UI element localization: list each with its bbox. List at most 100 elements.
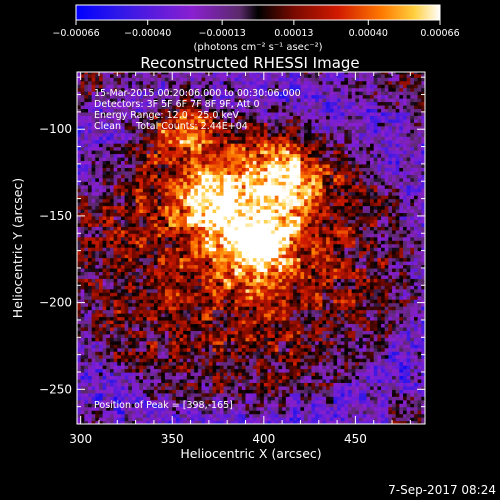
heatmap-cell xyxy=(179,392,184,397)
heatmap-cell xyxy=(172,302,177,307)
heatmap-cell xyxy=(84,261,89,266)
heatmap-cell xyxy=(227,153,232,158)
heatmap-cell xyxy=(117,302,122,307)
heatmap-cell xyxy=(98,340,104,345)
heatmap-cell xyxy=(106,160,111,165)
heatmap-cell xyxy=(124,80,129,85)
heatmap-cell xyxy=(80,302,85,307)
heatmap-cell xyxy=(168,261,173,266)
heatmap-cell xyxy=(164,163,170,168)
heatmap-cell xyxy=(95,288,100,293)
heatmap-cell xyxy=(98,371,104,377)
heatmap-cell xyxy=(80,261,85,266)
heatmap-cell xyxy=(205,264,210,269)
heatmap-cell xyxy=(212,156,217,162)
heatmap-cell xyxy=(124,316,129,321)
heatmap-cell xyxy=(252,306,258,311)
heatmap-cell xyxy=(87,299,93,304)
heatmap-cell xyxy=(113,146,118,151)
heatmap-cell xyxy=(77,215,82,220)
heatmap-cell xyxy=(190,219,195,224)
heatmap-cell xyxy=(219,188,225,193)
heatmap-cell xyxy=(87,351,93,356)
heatmap-cell xyxy=(95,177,100,182)
heatmap-cell xyxy=(84,174,89,179)
heatmap-cell xyxy=(146,94,151,99)
heatmap-cell xyxy=(175,208,181,214)
heatmap-cell xyxy=(161,91,166,96)
heatmap-cell xyxy=(124,132,129,137)
heatmap-cell xyxy=(168,365,173,370)
heatmap-cell xyxy=(223,410,228,415)
heatmap-cell xyxy=(172,243,177,248)
heatmap-cell xyxy=(197,129,203,134)
heatmap-cell xyxy=(252,344,258,349)
heatmap-cell xyxy=(201,132,206,137)
heatmap-cell xyxy=(109,261,115,266)
heatmap-cell xyxy=(223,344,228,349)
heatmap-cell xyxy=(238,104,243,110)
heatmap-cell xyxy=(223,91,228,96)
heatmap-cell xyxy=(120,281,126,286)
heatmap-cell xyxy=(150,84,155,89)
heatmap-cell xyxy=(230,77,236,82)
heatmap-cell xyxy=(168,118,173,123)
heatmap-cell xyxy=(212,254,217,259)
heatmap-cell xyxy=(179,111,184,116)
heatmap-cell xyxy=(175,396,181,401)
heatmap-cell xyxy=(190,371,195,377)
heatmap-cell xyxy=(234,108,239,113)
heatmap-cell xyxy=(212,104,217,110)
heatmap-cell xyxy=(102,337,107,342)
heatmap-cell xyxy=(186,84,192,89)
heatmap-cell xyxy=(139,361,144,366)
heatmap-cell xyxy=(95,247,100,252)
heatmap-cell xyxy=(212,73,217,78)
heatmap-cell xyxy=(197,323,203,328)
colorbar-units: (photons cm⁻² s⁻¹ asec⁻²) xyxy=(193,42,322,53)
heatmap-cell xyxy=(106,295,111,300)
heatmap-cell xyxy=(157,118,162,123)
heatmap-cell xyxy=(142,410,148,415)
heatmap-cell xyxy=(223,219,228,224)
heatmap-cell xyxy=(106,205,111,210)
heatmap-cell xyxy=(102,354,107,359)
heatmap-cell xyxy=(80,181,85,186)
heatmap-cell xyxy=(91,281,96,286)
heatmap-cell xyxy=(234,313,239,318)
heatmap-cell xyxy=(135,240,140,245)
heatmap-cell xyxy=(113,420,118,424)
heatmap-cell xyxy=(77,330,82,335)
heatmap-cell xyxy=(91,98,96,103)
heatmap-cell xyxy=(109,368,115,373)
heatmap-cell xyxy=(172,108,177,113)
heatmap-cell xyxy=(146,295,151,300)
heatmap-cell xyxy=(164,215,170,220)
heatmap-cell xyxy=(223,274,228,279)
heatmap-cell xyxy=(157,181,162,186)
heatmap-cell xyxy=(252,219,258,224)
heatmap-cell xyxy=(186,281,192,286)
heatmap-cell xyxy=(150,208,155,214)
heatmap-cell xyxy=(150,351,155,356)
heatmap-cell xyxy=(230,129,236,134)
heatmap-cell xyxy=(194,208,199,214)
heatmap-cell xyxy=(179,361,184,366)
heatmap-cell xyxy=(190,101,195,106)
heatmap-cell xyxy=(179,365,184,370)
heatmap-cell xyxy=(142,399,148,404)
heatmap-cell xyxy=(146,365,151,370)
heatmap-cell xyxy=(146,399,151,404)
heatmap-cell xyxy=(212,420,217,424)
heatmap-cell xyxy=(139,129,144,134)
heatmap-cell xyxy=(212,330,217,335)
heatmap-cell xyxy=(179,316,184,321)
heatmap-cell xyxy=(230,195,236,200)
heatmap-cell xyxy=(161,354,166,359)
heatmap-cell xyxy=(230,132,236,137)
heatmap-cell xyxy=(175,330,181,335)
heatmap-cell xyxy=(80,226,85,231)
heatmap-cell xyxy=(227,316,232,321)
heatmap-cell xyxy=(128,163,133,168)
heatmap-cell xyxy=(120,399,126,404)
